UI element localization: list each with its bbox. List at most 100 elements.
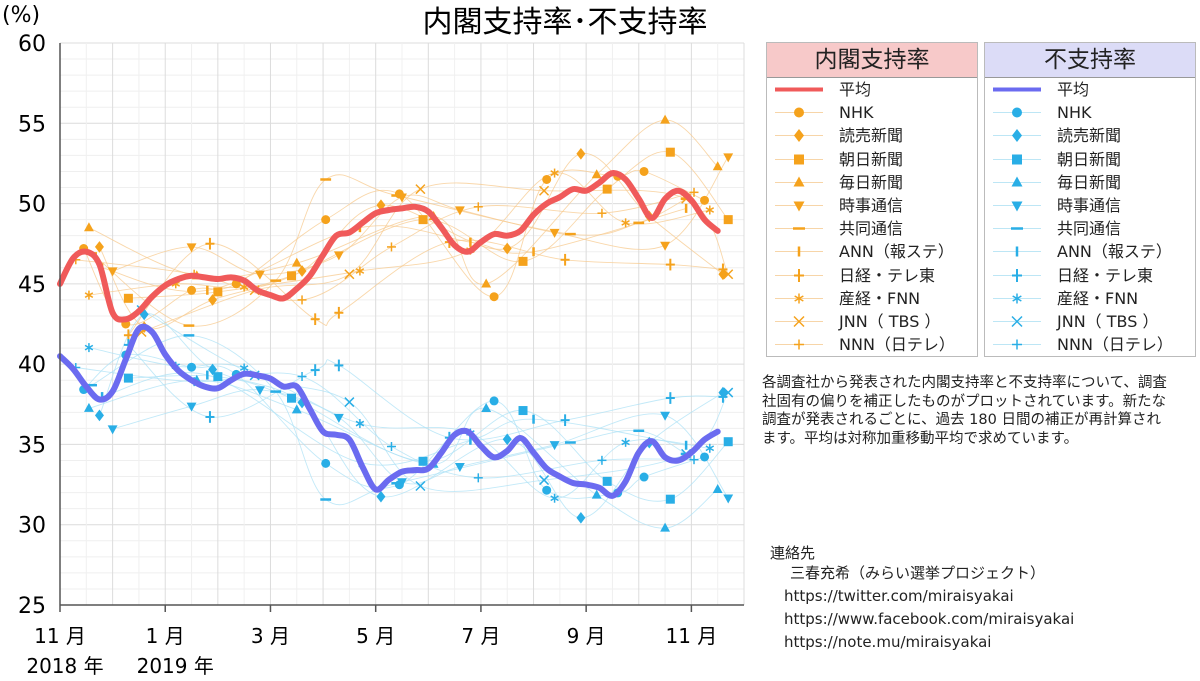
oppose-point <box>700 452 710 462</box>
axes: 25 30 35 40 45 50 55 60 11 月 2018 年 1 月 2019 年 3 月 5 … <box>18 32 744 678</box>
oppose-point <box>376 490 386 503</box>
oppose-point <box>454 462 465 472</box>
average-lines <box>57 170 721 499</box>
y-axis-label: (%) <box>2 3 40 28</box>
legend-symbol <box>775 315 823 327</box>
legend-symbol <box>775 293 823 304</box>
legend-oppose: 不支持率 平均 NHK 読売新聞 朝日新聞 毎日新聞 時事通信 共同通信 ANN（報ステ） 日経… <box>984 42 1196 358</box>
oppose-point <box>386 442 396 452</box>
oppose-sample-curve <box>99 313 724 519</box>
oppose-point <box>205 411 215 423</box>
facebook-link[interactable]: https://www.facebook.com/miraisyakai <box>784 610 1075 628</box>
legend-item: ANN（報ステ） <box>985 240 1195 263</box>
legend-symbol <box>993 315 1041 327</box>
y-tick-label: 30 <box>18 514 46 539</box>
methodology-note: 各調査社から発表された内閣支持率と不支持率について、調査社固有の偏りを補正したも… <box>762 375 1167 447</box>
support-point <box>287 271 297 281</box>
oppose-point <box>94 409 104 422</box>
support-point <box>597 208 607 218</box>
legend-oppose-items: 平均 NHK 読売新聞 朝日新聞 毎日新聞 時事通信 共同通信 ANN（報ステ） 日経・テレ東産… <box>985 78 1195 356</box>
oppose-point <box>123 373 133 383</box>
support-point <box>639 166 649 176</box>
legend-oppose-title: 不支持率 <box>985 43 1195 78</box>
legend-marker <box>1012 129 1022 143</box>
support-point <box>550 168 559 178</box>
support-point <box>560 253 570 266</box>
legend-marker <box>1012 293 1022 304</box>
support-point <box>660 241 671 251</box>
legend-symbol <box>775 107 823 118</box>
support-point <box>665 147 675 157</box>
legend-item: 日経・テレ東 <box>767 264 977 287</box>
legend-item: NNN（日テレ） <box>985 333 1195 356</box>
legend-label: JNN（ TBS ） <box>839 311 941 331</box>
legend-label: ANN（報ステ） <box>1057 242 1172 262</box>
support-point <box>723 215 733 225</box>
legend-symbol <box>993 87 1041 92</box>
support-sample-curve <box>91 174 687 327</box>
support-point <box>549 228 560 238</box>
support-point <box>297 295 307 305</box>
support-point <box>723 269 734 280</box>
legend-item: 朝日新聞 <box>985 148 1195 171</box>
y-tick-label: 25 <box>18 594 46 619</box>
y-tick-label: 45 <box>18 273 46 298</box>
support-point <box>186 243 197 253</box>
x-tick-label: 7 月 <box>461 624 500 648</box>
y-tick-label: 40 <box>18 353 46 378</box>
oppose-point <box>489 396 499 406</box>
legend-marker <box>794 268 804 282</box>
contact-name: 三春充希（みらい選挙プロジェクト） <box>790 564 1046 582</box>
oppose-point <box>591 489 602 499</box>
twitter-link[interactable]: https://twitter.com/miraisyakai <box>784 587 1014 605</box>
oppose-point <box>334 359 344 372</box>
x-tick-label: 9 月 <box>567 624 606 648</box>
oppose-point <box>310 364 320 376</box>
support-point <box>333 251 344 261</box>
legend-symbol <box>993 227 1041 230</box>
legend-item: 毎日新聞 <box>767 171 977 194</box>
support-point <box>355 266 365 276</box>
support-point <box>205 237 215 250</box>
oppose-point <box>355 419 365 429</box>
support-point <box>415 184 426 195</box>
legend-label: 産経・FNN <box>1057 288 1139 308</box>
oppose-point <box>297 396 307 409</box>
support-point <box>83 222 94 232</box>
oppose-point <box>333 413 344 423</box>
legend-symbol <box>775 129 823 143</box>
oppose-point <box>560 414 570 427</box>
oppose-point <box>83 402 94 412</box>
oppose-point <box>481 403 492 413</box>
legend-symbol <box>775 246 823 257</box>
y-tick-label: 55 <box>18 112 46 137</box>
legend-item: 読売新聞 <box>985 124 1195 147</box>
legend-symbol <box>993 129 1041 143</box>
legend-label: JNN（ TBS ） <box>1057 311 1159 331</box>
legend-symbol <box>993 339 1041 350</box>
legend-label: NNN（日テレ） <box>1057 335 1173 355</box>
support-point <box>254 270 265 280</box>
legend-label: 時事通信 <box>1057 195 1122 215</box>
legend-symbol <box>993 201 1041 212</box>
oppose-sample-curve <box>128 344 724 441</box>
support-point <box>107 267 118 277</box>
chart-title: 内閣支持率･不支持率 <box>423 5 708 40</box>
oppose-point <box>344 397 355 408</box>
y-tick-label: 50 <box>18 193 46 218</box>
oppose-point <box>213 372 223 382</box>
legend-symbol <box>775 154 823 165</box>
note-link[interactable]: https://note.mu/miraisyakai <box>784 633 992 651</box>
legend-item: 日経・テレ東 <box>985 264 1195 287</box>
support-point <box>187 285 197 295</box>
oppose-point <box>576 511 586 524</box>
legend-marker <box>794 129 804 143</box>
legend-label: 平均 <box>839 80 872 99</box>
legend-item: 共同通信 <box>985 217 1195 240</box>
oppose-point <box>665 494 675 504</box>
legend-support-items: 平均 NHK 読売新聞 朝日新聞 毎日新聞 時事通信 共同通信 ANN（報ステ） 日経・テレ東産… <box>767 78 977 356</box>
oppose-point <box>254 386 265 396</box>
legend-item: 時事通信 <box>767 194 977 217</box>
support-point <box>542 174 552 184</box>
support-point <box>297 265 307 277</box>
